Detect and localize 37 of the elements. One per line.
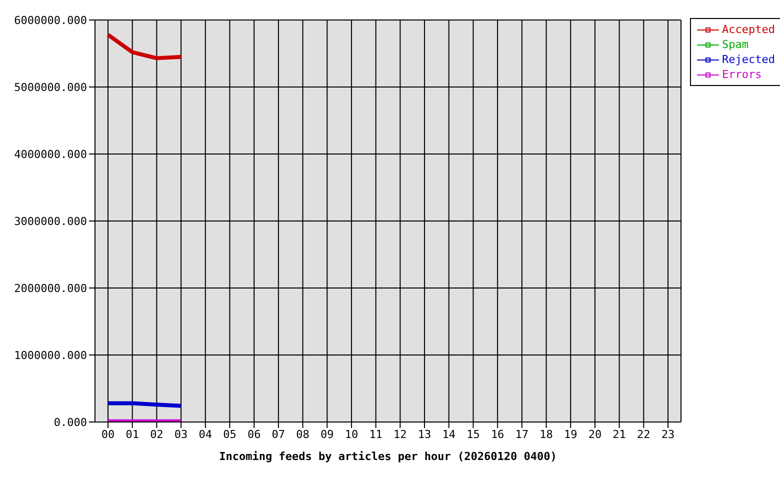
x-tick-label: 19 <box>564 428 578 441</box>
x-tick-label: 22 <box>637 428 650 441</box>
x-tick-label: 13 <box>418 428 432 441</box>
x-tick-label: 00 <box>101 428 115 441</box>
x-tick-label: 16 <box>490 428 504 441</box>
y-tick-label: 5000000.000 <box>14 80 87 94</box>
x-tick-label: 11 <box>369 428 382 441</box>
x-tick-label: 02 <box>150 428 164 441</box>
x-tick-label: 01 <box>126 428 139 441</box>
x-tick-label: 21 <box>612 428 626 441</box>
legend-label: Rejected <box>722 53 775 66</box>
y-tick-label: 0.000 <box>54 416 87 429</box>
x-tick-label: 10 <box>344 428 358 441</box>
x-tick-label: 05 <box>223 428 236 441</box>
y-tick-label: 4000000.000 <box>14 148 87 161</box>
line-series <box>106 32 184 60</box>
legend-label: Accepted <box>722 23 775 36</box>
legend-label: Errors <box>722 68 762 81</box>
x-tick-label: 07 <box>272 428 286 441</box>
x-tick-label: 03 <box>174 428 188 441</box>
x-tick-label: 12 <box>394 428 407 441</box>
y-tick-label: 3000000.000 <box>14 214 87 228</box>
x-tick-label: 23 <box>661 428 675 441</box>
x-tick-label: 08 <box>296 428 310 441</box>
x-axis-title: Incoming feeds by articles per hour (20260120 0400) <box>219 450 557 463</box>
x-tick-label: 14 <box>442 428 456 441</box>
x-tick-label: 04 <box>198 428 212 441</box>
y-tick-label: 6000000.000 <box>14 14 87 27</box>
x-tick-label: 09 <box>320 428 334 441</box>
x-tick-label: 06 <box>247 428 261 441</box>
x-tick-label: 18 <box>540 428 553 441</box>
x-tick-label: 20 <box>588 428 602 441</box>
y-tick-label: 1000000.000 <box>14 348 87 362</box>
y-tick-label: 2000000.000 <box>14 282 87 295</box>
x-tick-label: 17 <box>515 428 529 441</box>
x-tick-label: 15 <box>466 428 480 441</box>
legend-label: Spam <box>722 38 748 51</box>
